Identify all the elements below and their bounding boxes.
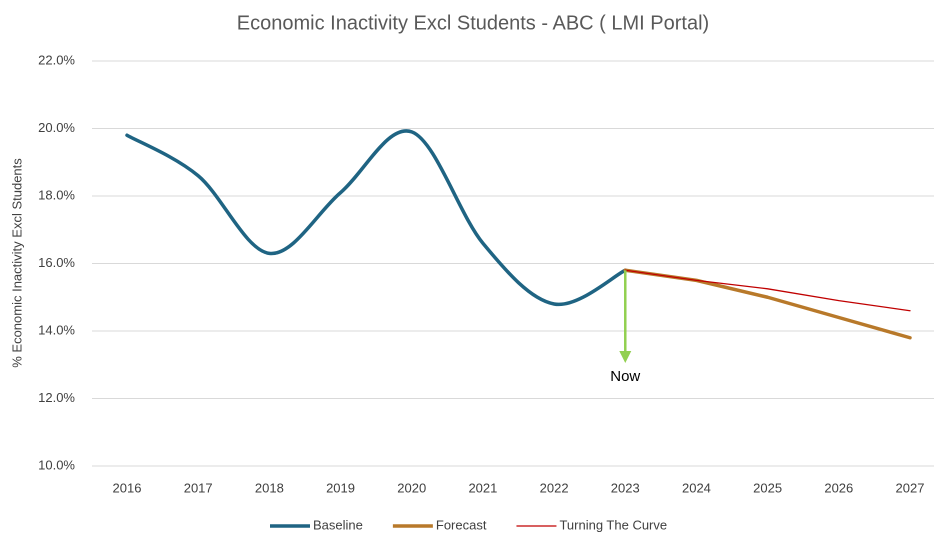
x-tick-label: 2022 (540, 480, 569, 495)
y-tick-label: 16.0% (38, 255, 75, 270)
legend-label: Baseline (313, 517, 363, 532)
y-tick-label: 12.0% (38, 390, 75, 405)
x-tick-label: 2023 (611, 480, 640, 495)
annotation-arrowhead (619, 351, 632, 363)
series-line (624, 269, 911, 312)
chart-title: Economic Inactivity Excl Students - ABC … (237, 12, 709, 34)
x-tick-label: 2017 (184, 480, 213, 495)
x-tick-label: 2016 (113, 480, 142, 495)
x-tick-label: 2025 (753, 480, 782, 495)
y-tick-label: 18.0% (38, 187, 75, 202)
series-line (623, 268, 912, 340)
x-tick-label: 2026 (824, 480, 853, 495)
legend-label: Turning The Curve (559, 517, 667, 532)
x-tick-label: 2021 (468, 480, 497, 495)
y-axis-label: % Economic Inactivity Excl Students (9, 158, 24, 368)
y-tick-label: 20.0% (38, 120, 75, 135)
y-tick-label: 22.0% (38, 52, 75, 67)
x-tick-label: 2019 (326, 480, 355, 495)
series-line (125, 129, 628, 307)
legend-label: Forecast (436, 517, 487, 532)
x-tick-label: 2027 (896, 480, 925, 495)
x-tick-label: 2024 (682, 480, 711, 495)
y-tick-label: 14.0% (38, 322, 75, 337)
y-tick-label: 10.0% (38, 457, 75, 472)
x-tick-label: 2020 (397, 480, 426, 495)
x-tick-label: 2018 (255, 480, 284, 495)
annotation-text: Now (610, 368, 640, 385)
